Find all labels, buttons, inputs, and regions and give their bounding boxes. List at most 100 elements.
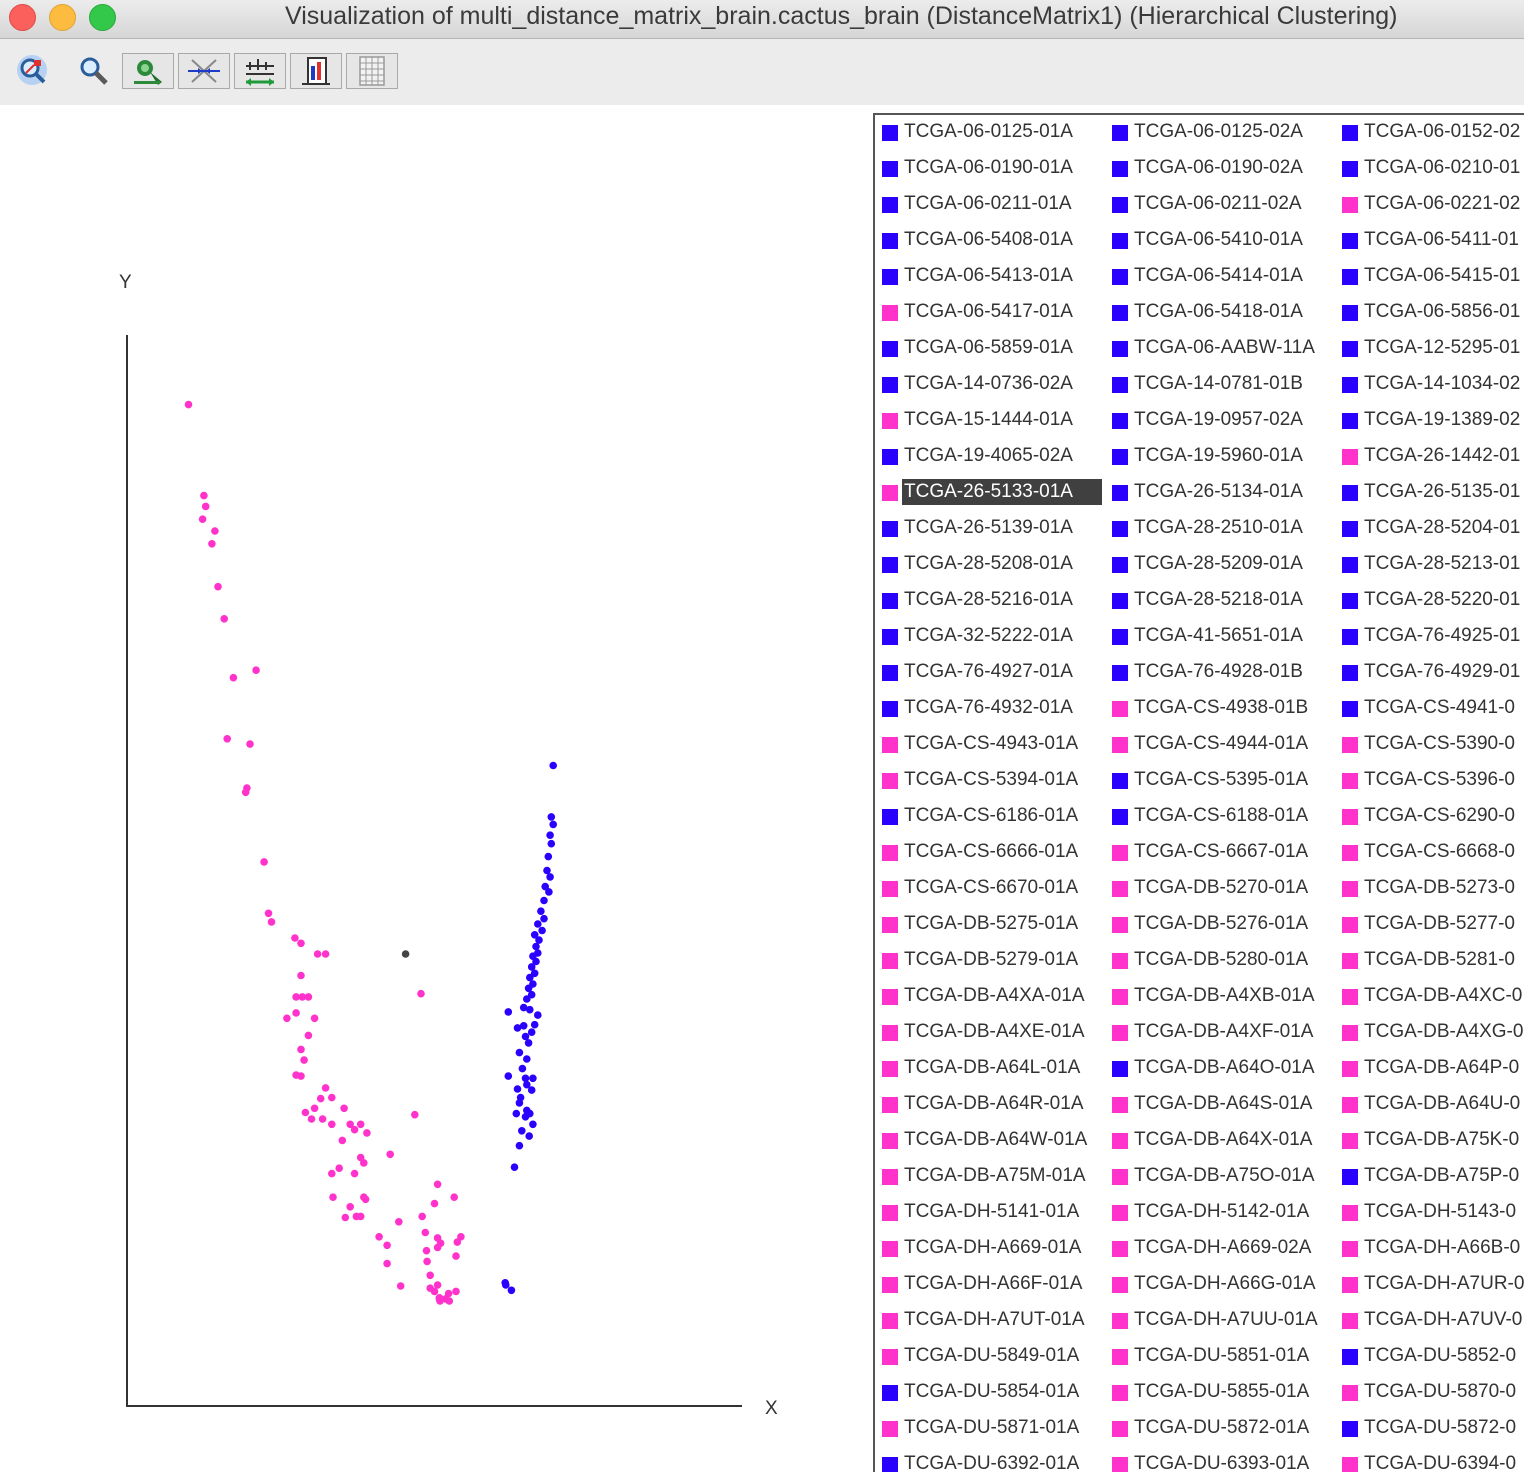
legend-item[interactable]: TCGA-DB-A64X-01A bbox=[1105, 1123, 1335, 1159]
legend-item[interactable]: TCGA-DU-5855-01A bbox=[1105, 1375, 1335, 1411]
legend-item[interactable]: TCGA-06-5408-01A bbox=[875, 223, 1105, 259]
legend-item[interactable]: TCGA-DB-A4XA-01A bbox=[875, 979, 1105, 1015]
legend-item[interactable]: TCGA-28-5208-01A bbox=[875, 547, 1105, 583]
zoom-button[interactable] bbox=[66, 53, 118, 89]
legend-item[interactable]: TCGA-06-0190-02A bbox=[1105, 151, 1335, 187]
legend-item[interactable]: TCGA-06-0125-02A bbox=[1105, 115, 1335, 151]
legend-item[interactable]: TCGA-DU-6392-01A bbox=[875, 1447, 1105, 1472]
legend-item[interactable]: TCGA-06-5417-01A bbox=[875, 295, 1105, 331]
legend-item[interactable]: TCGA-06-0211-02A bbox=[1105, 187, 1335, 223]
legend-item[interactable]: TCGA-CS-4938-01B bbox=[1105, 691, 1335, 727]
legend-item[interactable]: TCGA-DU-6393-01A bbox=[1105, 1447, 1335, 1472]
legend-item[interactable]: TCGA-06-5856-01 bbox=[1335, 295, 1524, 331]
legend-item[interactable]: TCGA-CS-4941-0 bbox=[1335, 691, 1524, 727]
legend-item[interactable]: TCGA-DH-A66F-01A bbox=[875, 1267, 1105, 1303]
legend-item[interactable]: TCGA-DH-A669-02A bbox=[1105, 1231, 1335, 1267]
legend-item[interactable]: TCGA-DH-A66B-0 bbox=[1335, 1231, 1524, 1267]
legend-item[interactable]: TCGA-DU-5870-0 bbox=[1335, 1375, 1524, 1411]
legend-item[interactable]: TCGA-06-5410-01A bbox=[1105, 223, 1335, 259]
legend-item[interactable]: TCGA-19-1389-02 bbox=[1335, 403, 1524, 439]
legend-item[interactable]: TCGA-DU-6394-0 bbox=[1335, 1447, 1524, 1472]
legend-item[interactable]: TCGA-DB-A64P-0 bbox=[1335, 1051, 1524, 1087]
legend-item[interactable]: TCGA-76-4928-01B bbox=[1105, 655, 1335, 691]
close-window-button[interactable] bbox=[9, 4, 36, 31]
legend-item[interactable]: TCGA-28-5216-01A bbox=[875, 583, 1105, 619]
legend-item[interactable]: TCGA-DH-A7UU-01A bbox=[1105, 1303, 1335, 1339]
legend-item[interactable]: TCGA-DB-A75K-0 bbox=[1335, 1123, 1524, 1159]
legend-item[interactable]: TCGA-DB-A75P-0 bbox=[1335, 1159, 1524, 1195]
legend-item[interactable]: TCGA-DB-A4XB-01A bbox=[1105, 979, 1335, 1015]
legend-item[interactable]: TCGA-CS-5394-01A bbox=[875, 763, 1105, 799]
legend-item[interactable]: TCGA-DB-A4XF-01A bbox=[1105, 1015, 1335, 1051]
legend-item[interactable]: TCGA-DH-A7UR-0 bbox=[1335, 1267, 1524, 1303]
legend-item[interactable]: TCGA-28-5213-01 bbox=[1335, 547, 1524, 583]
legend-item[interactable]: TCGA-DH-5141-01A bbox=[875, 1195, 1105, 1231]
legend-item[interactable]: TCGA-DB-A75M-01A bbox=[875, 1159, 1105, 1195]
legend-item[interactable]: TCGA-DB-5277-0 bbox=[1335, 907, 1524, 943]
legend-item[interactable]: TCGA-76-4925-01 bbox=[1335, 619, 1524, 655]
legend-item[interactable]: TCGA-DU-5854-01A bbox=[875, 1375, 1105, 1411]
legend-item[interactable]: TCGA-06-0125-01A bbox=[875, 115, 1105, 151]
legend-item[interactable]: TCGA-06-0210-01 bbox=[1335, 151, 1524, 187]
legend-item[interactable]: TCGA-06-AABW-11A bbox=[1105, 331, 1335, 367]
select-zoom-button[interactable] bbox=[6, 53, 58, 89]
legend-item[interactable]: TCGA-CS-5396-0 bbox=[1335, 763, 1524, 799]
legend-item[interactable]: TCGA-DB-5281-0 bbox=[1335, 943, 1524, 979]
legend-item[interactable]: TCGA-15-1444-01A bbox=[875, 403, 1105, 439]
legend-item[interactable]: TCGA-26-1442-01 bbox=[1335, 439, 1524, 475]
legend-item[interactable]: TCGA-CS-6670-01A bbox=[875, 871, 1105, 907]
legend-item[interactable]: TCGA-DU-5851-01A bbox=[1105, 1339, 1335, 1375]
scale-button[interactable] bbox=[234, 53, 286, 89]
legend-item[interactable]: TCGA-06-5414-01A bbox=[1105, 259, 1335, 295]
compress-button[interactable] bbox=[178, 53, 230, 89]
color-button[interactable] bbox=[122, 53, 174, 89]
legend-item[interactable]: TCGA-28-5218-01A bbox=[1105, 583, 1335, 619]
legend-item[interactable]: TCGA-26-5133-01A bbox=[875, 475, 1105, 511]
legend-item[interactable]: TCGA-19-4065-02A bbox=[875, 439, 1105, 475]
minimize-window-button[interactable] bbox=[49, 4, 76, 31]
legend-item[interactable]: TCGA-DB-A64L-01A bbox=[875, 1051, 1105, 1087]
legend-item[interactable]: TCGA-DU-5871-01A bbox=[875, 1411, 1105, 1447]
legend-item[interactable]: TCGA-06-5415-01 bbox=[1335, 259, 1524, 295]
legend-item[interactable]: TCGA-DB-5273-0 bbox=[1335, 871, 1524, 907]
legend-item[interactable]: TCGA-06-5418-01A bbox=[1105, 295, 1335, 331]
legend-item[interactable]: TCGA-26-5135-01 bbox=[1335, 475, 1524, 511]
legend-item[interactable]: TCGA-DH-A7UV-0 bbox=[1335, 1303, 1524, 1339]
legend-item[interactable]: TCGA-CS-6188-01A bbox=[1105, 799, 1335, 835]
legend-item[interactable]: TCGA-41-5651-01A bbox=[1105, 619, 1335, 655]
legend-item[interactable]: TCGA-19-0957-02A bbox=[1105, 403, 1335, 439]
legend-item[interactable]: TCGA-06-5411-01 bbox=[1335, 223, 1524, 259]
legend-item[interactable]: TCGA-DU-5852-0 bbox=[1335, 1339, 1524, 1375]
legend-item[interactable]: TCGA-DH-5142-01A bbox=[1105, 1195, 1335, 1231]
legend-item[interactable]: TCGA-DU-5872-01A bbox=[1105, 1411, 1335, 1447]
legend-item[interactable]: TCGA-06-5413-01A bbox=[875, 259, 1105, 295]
legend-item[interactable]: TCGA-DB-5279-01A bbox=[875, 943, 1105, 979]
scatter-plot-area[interactable]: Y X bbox=[0, 106, 872, 1470]
legend-item[interactable]: TCGA-CS-6668-0 bbox=[1335, 835, 1524, 871]
export-chart-button[interactable] bbox=[290, 53, 342, 89]
legend-item[interactable]: TCGA-06-0211-01A bbox=[875, 187, 1105, 223]
legend-item[interactable]: TCGA-14-0736-02A bbox=[875, 367, 1105, 403]
legend-item[interactable]: TCGA-DB-5275-01A bbox=[875, 907, 1105, 943]
legend-item[interactable]: TCGA-76-4929-01 bbox=[1335, 655, 1524, 691]
legend-item[interactable]: TCGA-26-5134-01A bbox=[1105, 475, 1335, 511]
table-button[interactable] bbox=[346, 53, 398, 89]
legend-item[interactable]: TCGA-DH-A669-01A bbox=[875, 1231, 1105, 1267]
legend-item[interactable]: TCGA-DB-A64W-01A bbox=[875, 1123, 1105, 1159]
legend-item[interactable]: TCGA-76-4927-01A bbox=[875, 655, 1105, 691]
legend-item[interactable]: TCGA-DB-A75O-01A bbox=[1105, 1159, 1335, 1195]
legend-item[interactable]: TCGA-06-0190-01A bbox=[875, 151, 1105, 187]
legend-item[interactable]: TCGA-DH-A7UT-01A bbox=[875, 1303, 1105, 1339]
legend-item[interactable]: TCGA-DB-A64O-01A bbox=[1105, 1051, 1335, 1087]
legend-item[interactable]: TCGA-DH-A66G-01A bbox=[1105, 1267, 1335, 1303]
legend-item[interactable]: TCGA-CS-4944-01A bbox=[1105, 727, 1335, 763]
legend-item[interactable]: TCGA-DU-5872-0 bbox=[1335, 1411, 1524, 1447]
legend-item[interactable]: TCGA-DB-A64U-0 bbox=[1335, 1087, 1524, 1123]
legend-item[interactable]: TCGA-DB-A64R-01A bbox=[875, 1087, 1105, 1123]
legend-item[interactable]: TCGA-12-5295-01 bbox=[1335, 331, 1524, 367]
legend-item[interactable]: TCGA-CS-6667-01A bbox=[1105, 835, 1335, 871]
legend-item[interactable]: TCGA-CS-6186-01A bbox=[875, 799, 1105, 835]
legend-item[interactable]: TCGA-28-5209-01A bbox=[1105, 547, 1335, 583]
legend-panel[interactable]: TCGA-06-0125-01A TCGA-06-0125-02A TCGA-06-… bbox=[873, 113, 1524, 1472]
legend-item[interactable]: TCGA-06-0152-02 bbox=[1335, 115, 1524, 151]
